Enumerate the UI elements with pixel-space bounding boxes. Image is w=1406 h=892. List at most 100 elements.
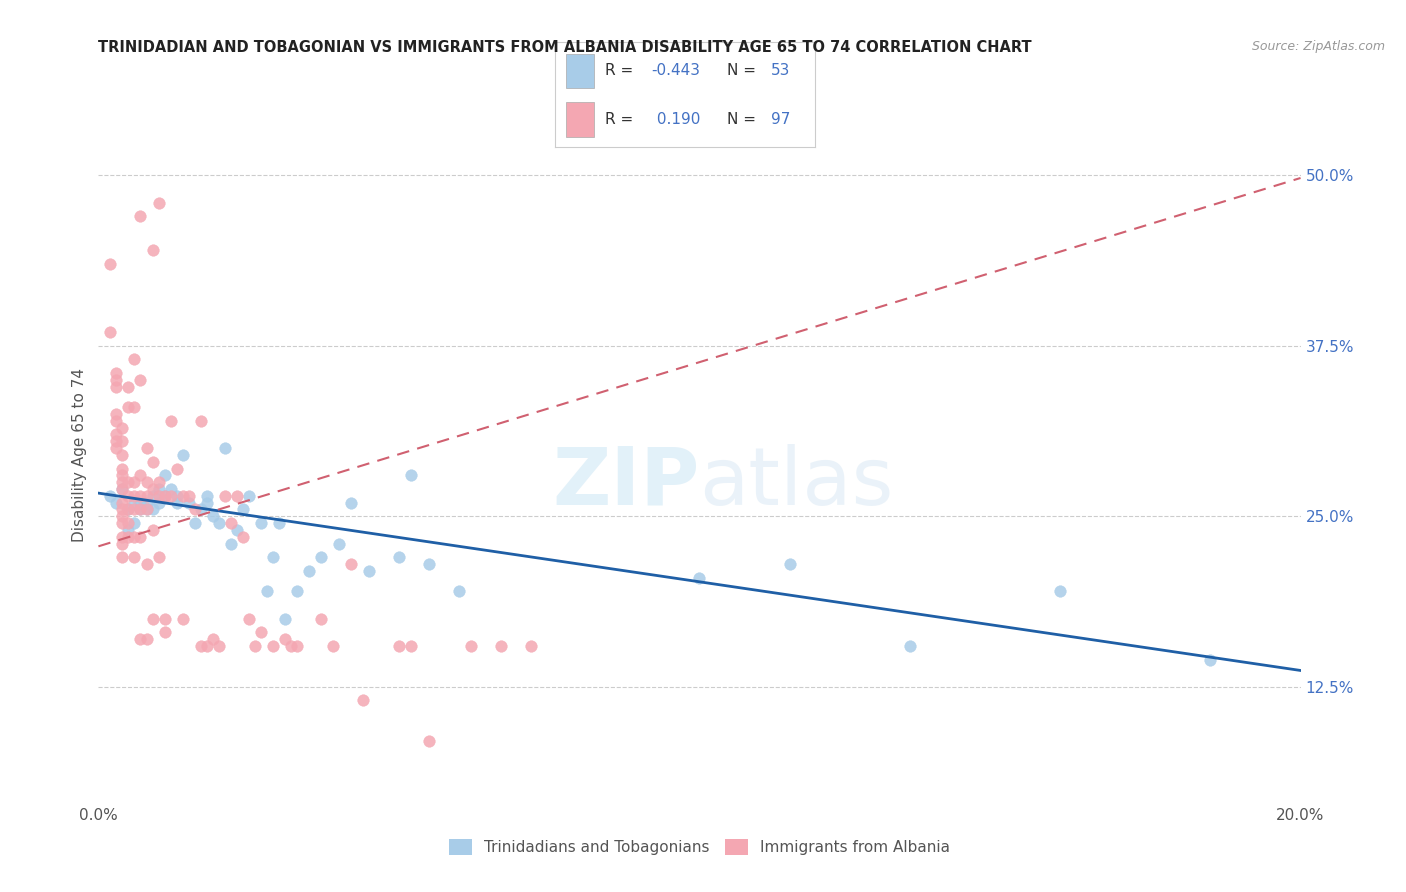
Point xyxy=(111,461,134,475)
Point xyxy=(111,420,134,434)
Point xyxy=(166,489,188,503)
Point xyxy=(418,557,440,571)
Text: Source: ZipAtlas.com: Source: ZipAtlas.com xyxy=(1251,40,1385,54)
Point xyxy=(190,414,212,428)
Point xyxy=(153,489,176,503)
Point xyxy=(111,536,134,550)
Text: -0.443: -0.443 xyxy=(651,63,700,78)
Point xyxy=(117,475,139,490)
Point xyxy=(124,550,146,565)
Point xyxy=(124,502,146,516)
Point xyxy=(225,523,247,537)
Point xyxy=(274,632,297,646)
Point xyxy=(111,530,134,544)
Point xyxy=(129,489,152,503)
Point xyxy=(105,373,128,387)
Point xyxy=(117,530,139,544)
Point xyxy=(219,536,242,550)
Point xyxy=(243,639,266,653)
Text: 97: 97 xyxy=(772,112,790,127)
Point xyxy=(340,496,363,510)
Point xyxy=(208,639,231,653)
Point xyxy=(195,496,218,510)
Point xyxy=(105,434,128,449)
Point xyxy=(520,639,543,653)
Point xyxy=(124,530,146,544)
Point xyxy=(117,516,139,530)
Point xyxy=(309,550,332,565)
Point xyxy=(129,632,152,646)
Point xyxy=(111,482,134,496)
Point xyxy=(285,639,308,653)
Point xyxy=(399,468,422,483)
Point xyxy=(135,502,157,516)
Point xyxy=(148,550,170,565)
Point xyxy=(129,502,152,516)
Point xyxy=(111,516,134,530)
Point xyxy=(117,502,139,516)
Point xyxy=(141,244,163,258)
Point xyxy=(238,489,260,503)
Point xyxy=(298,564,321,578)
Point xyxy=(117,502,139,516)
Point xyxy=(1049,584,1071,599)
Point xyxy=(1199,652,1222,666)
Point xyxy=(262,550,284,565)
Point xyxy=(274,612,297,626)
Point xyxy=(135,441,157,455)
Point xyxy=(141,523,163,537)
Point xyxy=(232,530,254,544)
Point xyxy=(159,414,181,428)
Point xyxy=(153,468,176,483)
Point xyxy=(111,509,134,524)
Text: ZIP: ZIP xyxy=(553,443,700,522)
Point xyxy=(135,496,157,510)
Point xyxy=(357,564,380,578)
Point xyxy=(219,516,242,530)
Text: 0.190: 0.190 xyxy=(651,112,700,127)
Point xyxy=(280,639,302,653)
Point xyxy=(124,475,146,490)
Point xyxy=(148,475,170,490)
Text: R =: R = xyxy=(605,63,638,78)
Text: R =: R = xyxy=(605,112,638,127)
Point xyxy=(148,482,170,496)
Point xyxy=(111,496,134,510)
FancyBboxPatch shape xyxy=(565,102,595,136)
Text: N =: N = xyxy=(727,63,761,78)
Point xyxy=(898,639,921,653)
Point xyxy=(195,639,218,653)
FancyBboxPatch shape xyxy=(565,54,595,88)
Point xyxy=(238,612,260,626)
Point xyxy=(148,195,170,210)
Point xyxy=(148,496,170,510)
Point xyxy=(124,489,146,503)
Point xyxy=(124,352,146,367)
Point xyxy=(105,427,128,442)
Point xyxy=(689,571,711,585)
Point xyxy=(117,400,139,414)
Point xyxy=(148,489,170,503)
Point xyxy=(100,257,122,271)
Point xyxy=(129,468,152,483)
Point xyxy=(166,461,188,475)
Point xyxy=(172,489,194,503)
Point xyxy=(201,509,224,524)
Text: TRINIDADIAN AND TOBAGONIAN VS IMMIGRANTS FROM ALBANIA DISABILITY AGE 65 TO 74 CO: TRINIDADIAN AND TOBAGONIAN VS IMMIGRANTS… xyxy=(98,40,1032,55)
Point xyxy=(214,441,236,455)
Point xyxy=(159,482,181,496)
Point xyxy=(489,639,512,653)
Point xyxy=(183,502,205,516)
Point xyxy=(135,557,157,571)
Point xyxy=(328,536,350,550)
Point xyxy=(135,475,157,490)
Point xyxy=(190,502,212,516)
Point xyxy=(201,632,224,646)
Point xyxy=(105,407,128,421)
Point xyxy=(177,496,200,510)
Text: N =: N = xyxy=(727,112,761,127)
Point xyxy=(111,468,134,483)
Point xyxy=(177,489,200,503)
Point xyxy=(447,584,470,599)
Point xyxy=(195,489,218,503)
